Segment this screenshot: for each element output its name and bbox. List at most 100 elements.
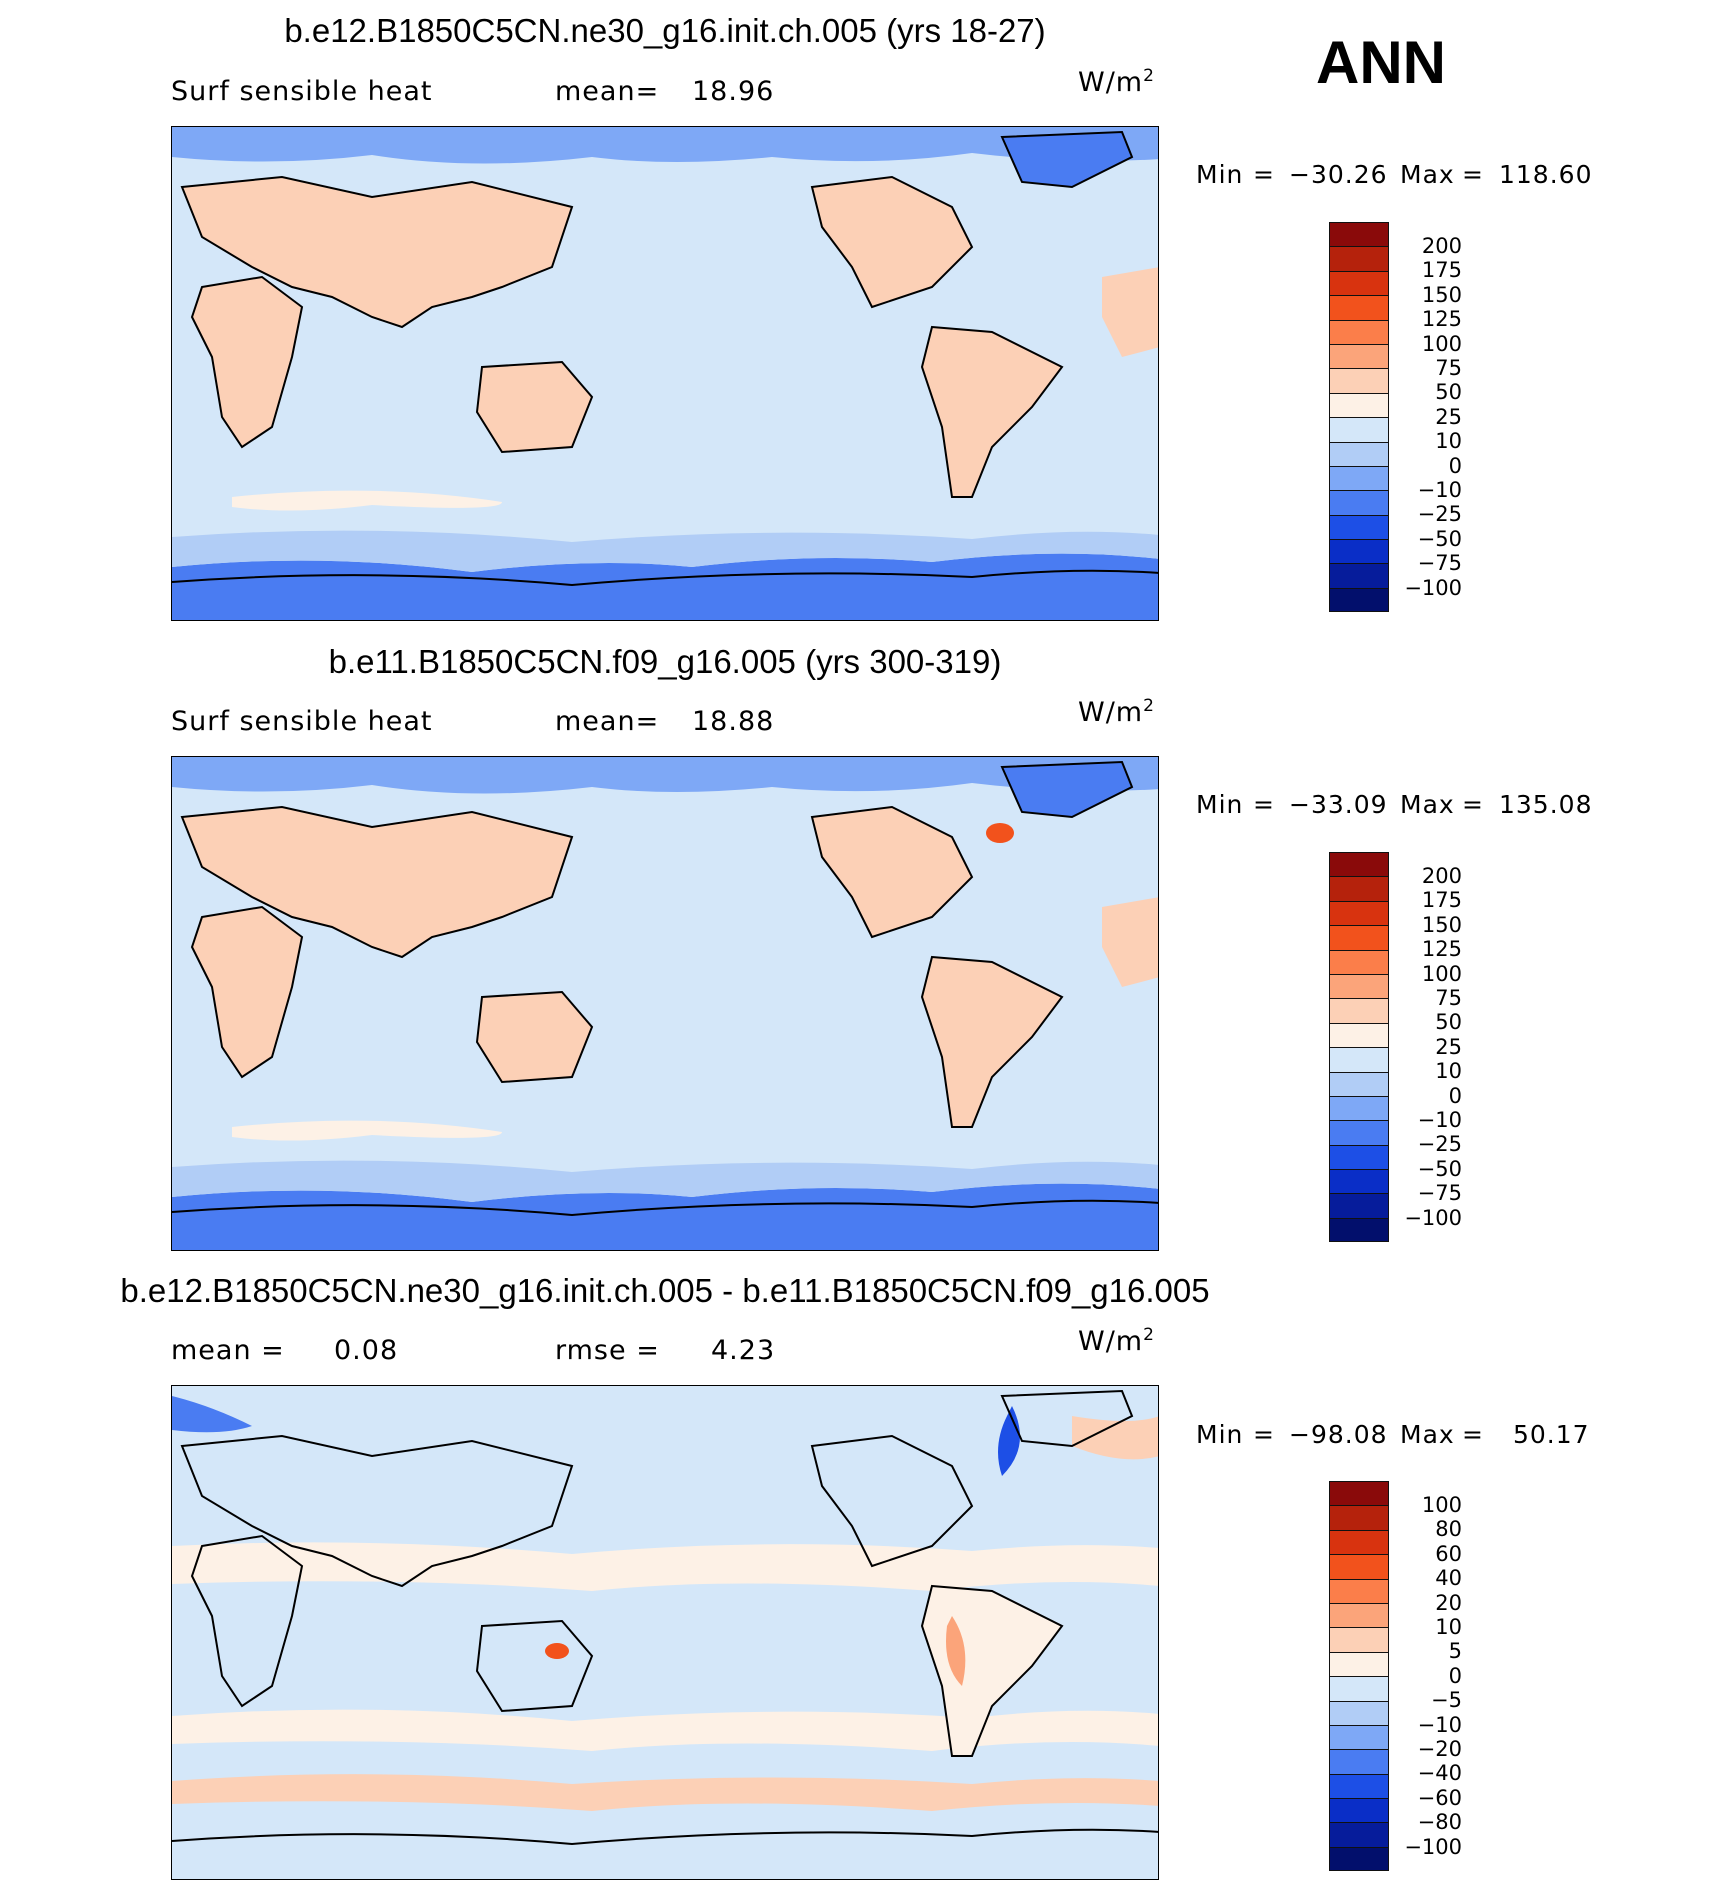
colorbar-swatch: [1329, 246, 1389, 271]
colorbar-swatch: [1329, 1554, 1389, 1579]
colorbar-tick-label: 60: [1435, 1541, 1462, 1566]
colorbar-swatch: [1329, 343, 1389, 369]
colorbar-tick-label: −80: [1417, 1810, 1462, 1835]
panel-1-variable-label: Surf sensible heat: [171, 76, 433, 107]
colorbar-swatch: [1329, 441, 1389, 466]
colorbar-swatch: [1329, 587, 1389, 613]
colorbar-swatch: [1329, 876, 1389, 901]
panel-3-map-graphic: [172, 1386, 1158, 1879]
colorbar-tick-label: −25: [1417, 502, 1462, 527]
panel-1-eq-2: =: [1462, 160, 1484, 189]
colorbar-swatch: [1329, 1047, 1389, 1072]
colorbar-tick-label: 75: [1435, 986, 1462, 1011]
colorbar-tick-label: 80: [1435, 1517, 1462, 1542]
panel-3-rmse-value: 4.23: [711, 1335, 776, 1366]
panel-1-eq-1: =: [1253, 160, 1275, 189]
colorbar-tick-label: 200: [1421, 234, 1462, 258]
colorbar-swatch: [1329, 1022, 1389, 1048]
colorbar-tick-label: 75: [1435, 356, 1462, 381]
colorbar-swatch: [1329, 1095, 1389, 1121]
colorbar-swatch: [1329, 1822, 1389, 1847]
colorbar-swatch: [1329, 1651, 1389, 1677]
colorbar-tick-label: −10: [1417, 478, 1462, 503]
panel-1-mean-value: 18.96: [692, 76, 775, 107]
panel-2-eq-1: =: [1253, 790, 1275, 819]
colorbar-tick-label: 20: [1435, 1590, 1462, 1615]
colorbar-swatch: [1329, 270, 1389, 296]
colorbar-swatch: [1329, 1505, 1389, 1530]
season-label: ANN: [1316, 29, 1446, 96]
colorbar-swatch: [1329, 1749, 1389, 1774]
panel-3-mean-label: mean =: [171, 1335, 285, 1366]
panel-1-map: [171, 126, 1159, 621]
colorbar-tick-label: 0: [1448, 1083, 1462, 1108]
colorbar-tick-label: −100: [1404, 575, 1462, 600]
colorbar-swatch: [1329, 563, 1389, 588]
colorbar-tick-label: 10: [1435, 429, 1462, 454]
colorbar-tick-label: 175: [1421, 888, 1462, 913]
colorbar-swatch: [1329, 1578, 1389, 1603]
colorbar-swatch: [1329, 1846, 1389, 1872]
colorbar-swatch: [1329, 368, 1389, 393]
colorbar-tick-label: 25: [1435, 1034, 1462, 1059]
colorbar-swatch: [1329, 222, 1389, 247]
colorbar-tick-label: −50: [1417, 1156, 1462, 1181]
colorbar-swatch: [1329, 900, 1389, 926]
colorbar-tick-label: 125: [1421, 937, 1462, 962]
panel-2-map: [171, 756, 1159, 1251]
panel-3-eq-1: =: [1253, 1420, 1275, 1449]
panel-3-eq-2: =: [1462, 1420, 1484, 1449]
colorbar-swatch: [1329, 1676, 1389, 1701]
colorbar-tick-label: −75: [1417, 1181, 1462, 1206]
colorbar-swatch: [1329, 973, 1389, 999]
colorbar-swatch: [1329, 1217, 1389, 1243]
colorbar-swatch: [1329, 1700, 1389, 1725]
colorbar-tick-label: 5: [1448, 1639, 1462, 1664]
colorbar-swatch: [1329, 1193, 1389, 1218]
colorbar-tick-label: 25: [1435, 404, 1462, 429]
colorbar-tick-label: −20: [1417, 1737, 1462, 1762]
colorbar-swatch: [1329, 1798, 1389, 1823]
panel-2-max-label: Max: [1400, 790, 1455, 819]
colorbar-swatch: [1329, 539, 1389, 564]
colorbar-tick-label: 0: [1448, 1663, 1462, 1688]
panel-1-max-value: 118.60: [1499, 160, 1593, 189]
colorbar-swatch: [1329, 1773, 1389, 1799]
panel-3-map: [171, 1385, 1159, 1880]
colorbar-tick-label: 100: [1421, 1493, 1462, 1517]
panel-2-variable-label: Surf sensible heat: [171, 706, 433, 737]
colorbar-swatch: [1329, 1627, 1389, 1652]
colorbar-swatch: [1329, 392, 1389, 418]
panel-1-map-graphic: [172, 127, 1158, 620]
panel-1-colorbar-labels: 200 175 150 125 100 75 50 25 10 0 −10 −25 −50 −75 −100: [1400, 234, 1462, 600]
colorbar-tick-label: 100: [1421, 331, 1462, 356]
colorbar-swatch: [1329, 490, 1389, 515]
colorbar-swatch: [1329, 1120, 1389, 1145]
panel-2-map-graphic: [172, 757, 1158, 1250]
panel-1-max-label: Max: [1400, 160, 1455, 189]
panel-3-mean-value: 0.08: [334, 1335, 399, 1366]
colorbar-tick-label: 100: [1421, 961, 1462, 986]
colorbar-swatch: [1329, 1169, 1389, 1194]
panel-3-min-value: −98.08: [1289, 1420, 1388, 1449]
panel-3-rmse-label: rmse =: [555, 1335, 660, 1366]
colorbar-tick-label: 150: [1421, 912, 1462, 937]
colorbar-tick-label: −10: [1417, 1712, 1462, 1737]
panel-2-colorbar: [1329, 852, 1389, 1243]
panel-2-colorbar-labels: 200 175 150 125 100 75 50 25 10 0 −10 −25 −50 −75 −100: [1400, 864, 1462, 1230]
colorbar-swatch: [1329, 1071, 1389, 1096]
panel-3-max-label: Max: [1400, 1420, 1455, 1449]
panel-3-title: b.e12.B1850C5CN.ne30_g16.init.ch.005 - b…: [120, 1272, 1210, 1309]
panel-3-colorbar: [1329, 1481, 1389, 1872]
panel-1-colorbar: [1329, 222, 1389, 613]
panel-1-min-label: Min: [1196, 160, 1244, 189]
colorbar-tick-label: −100: [1404, 1834, 1462, 1859]
panel-2-min-value: −33.09: [1289, 790, 1388, 819]
colorbar-tick-label: 0: [1448, 453, 1462, 478]
colorbar-swatch: [1329, 1529, 1389, 1555]
colorbar-tick-label: −60: [1417, 1785, 1462, 1810]
colorbar-tick-label: −25: [1417, 1132, 1462, 1157]
colorbar-tick-label: −5: [1431, 1688, 1462, 1713]
colorbar-tick-label: −50: [1417, 526, 1462, 551]
colorbar-swatch: [1329, 1602, 1389, 1628]
